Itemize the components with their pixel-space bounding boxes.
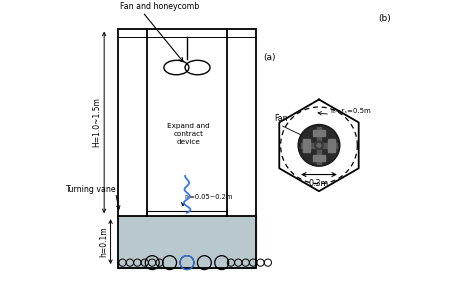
Text: (b): (b) — [379, 14, 392, 23]
Circle shape — [317, 143, 321, 147]
Polygon shape — [301, 143, 315, 148]
Circle shape — [315, 141, 323, 150]
Polygon shape — [313, 154, 325, 161]
Polygon shape — [323, 143, 337, 148]
Text: H=1.0~1.5m: H=1.0~1.5m — [92, 97, 101, 147]
Polygon shape — [317, 149, 321, 164]
Text: r₀=0.05~0.2m: r₀=0.05~0.2m — [184, 194, 233, 200]
Text: Fan and honeycomb: Fan and honeycomb — [120, 2, 200, 11]
Bar — [118, 28, 256, 268]
Text: Expand and
contract
device: Expand and contract device — [167, 123, 210, 145]
Text: h=0.1m: h=0.1m — [100, 227, 109, 257]
Polygon shape — [303, 139, 310, 152]
Wedge shape — [319, 126, 338, 145]
Wedge shape — [300, 145, 319, 164]
Text: Turning vane: Turning vane — [65, 185, 116, 194]
Polygon shape — [313, 129, 325, 136]
Polygon shape — [328, 139, 335, 152]
Polygon shape — [317, 127, 321, 142]
Text: (a): (a) — [264, 53, 276, 62]
Wedge shape — [319, 145, 338, 164]
Text: 0.3m: 0.3m — [309, 179, 329, 188]
Circle shape — [298, 125, 340, 166]
Wedge shape — [300, 126, 319, 145]
Text: Fan: Fan — [274, 115, 288, 123]
Text: r₀=rₛ=0.5m: r₀=rₛ=0.5m — [330, 108, 371, 114]
Bar — [118, 216, 256, 268]
